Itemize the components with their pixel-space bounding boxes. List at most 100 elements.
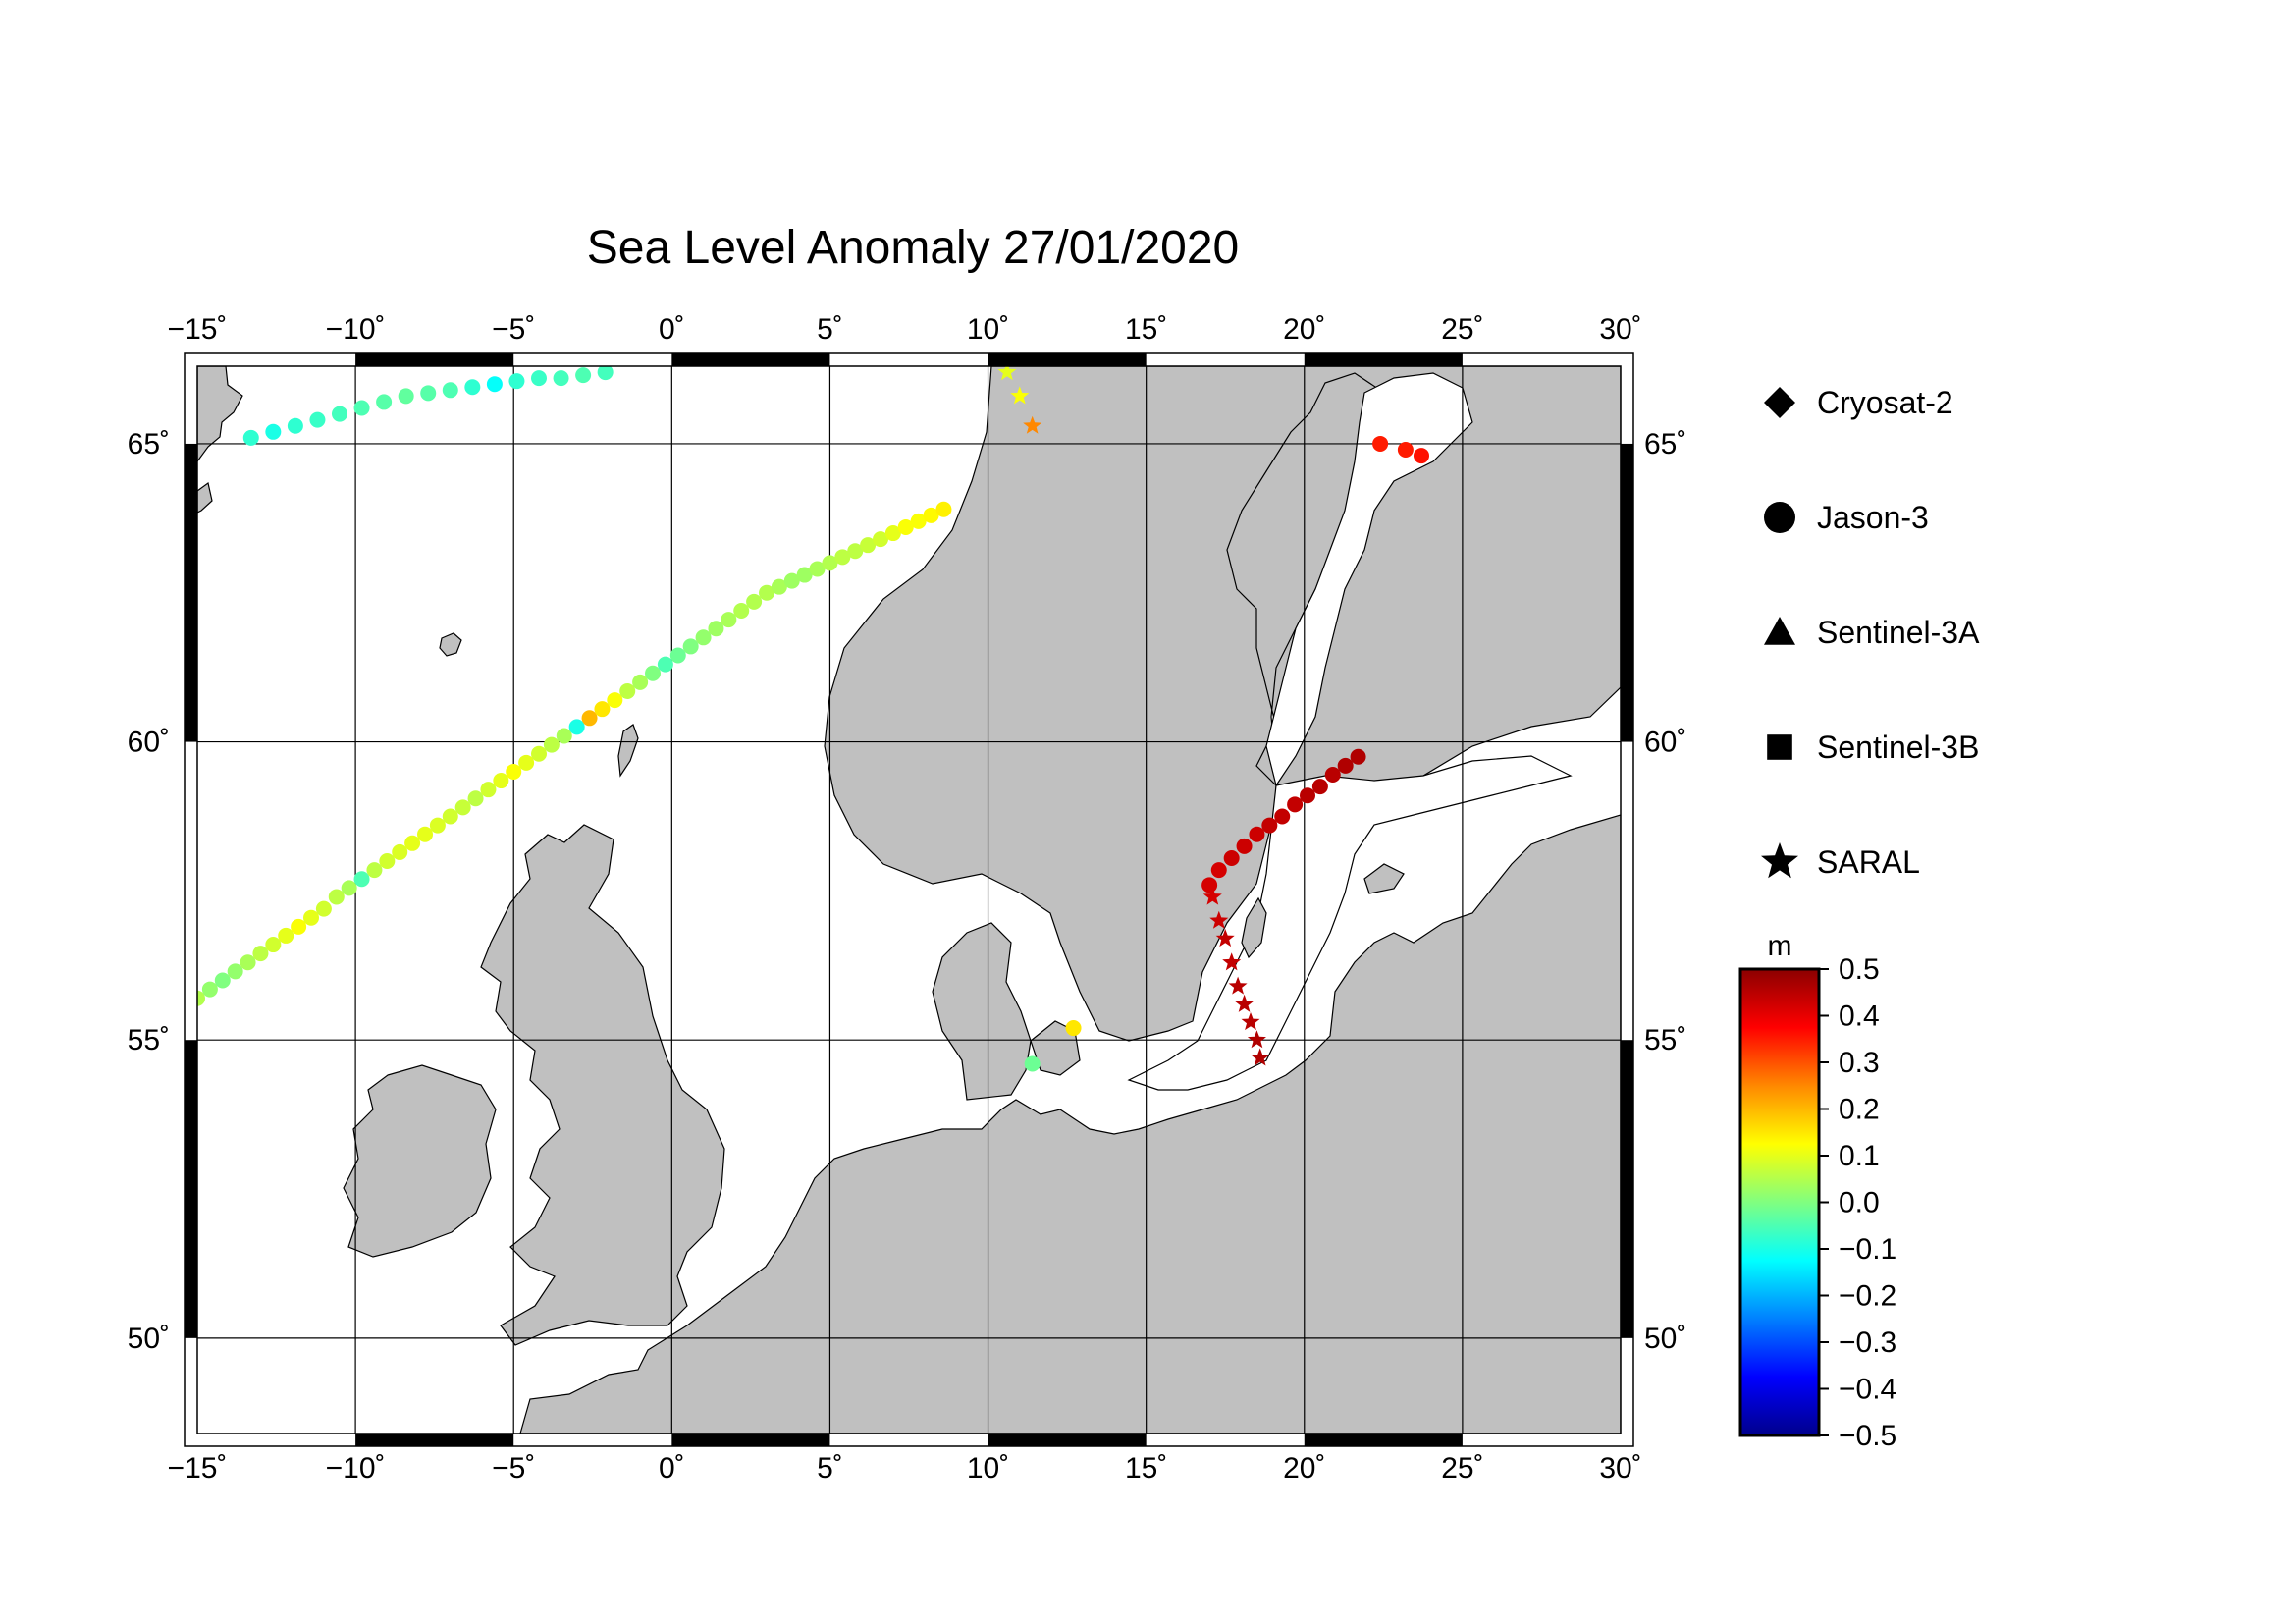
data-point-circle — [252, 946, 269, 962]
data-point-circle — [607, 692, 623, 709]
data-point-circle — [682, 638, 699, 655]
land-gotland — [1241, 896, 1267, 959]
data-point-circle — [417, 826, 433, 842]
legend-item-circle: Jason-3 — [1764, 500, 1929, 535]
data-point-circle — [897, 518, 914, 535]
legend-symbol-star — [1761, 842, 1798, 879]
track-norwegian-sea-north — [242, 366, 614, 446]
data-point-circle — [278, 927, 294, 944]
data-point-circle — [796, 567, 813, 583]
data-point-circle — [910, 513, 927, 529]
land-zealand — [1030, 1020, 1081, 1076]
legend-label: Sentinel-3A — [1817, 615, 1980, 650]
lon-tick-label-bottom: 30˚ — [1599, 1452, 1641, 1485]
lon-tick-label-top: −10˚ — [326, 313, 386, 346]
data-point-circle — [860, 537, 877, 554]
data-point-circle — [556, 728, 572, 744]
lon-tick-label-bottom: 15˚ — [1125, 1452, 1167, 1485]
data-point-circle — [379, 853, 396, 870]
data-point-circle — [398, 388, 414, 405]
data-point-circle — [594, 701, 611, 718]
data-point-circle — [303, 909, 319, 926]
data-point-circle — [657, 656, 673, 673]
lat-tick-label-right: 55˚ — [1644, 1024, 1686, 1056]
data-point-circle — [645, 665, 661, 681]
data-point-circle — [442, 808, 458, 825]
colorbar-tick-label: 0.2 — [1839, 1094, 1880, 1126]
data-point-circle — [531, 745, 547, 762]
colorbar-tick-label: 0.1 — [1839, 1140, 1880, 1172]
data-point-circle — [366, 862, 383, 879]
data-point-circle — [480, 782, 497, 798]
satellite-tracks — [197, 366, 1429, 1072]
data-point-circle — [884, 525, 901, 542]
lon-tick-label-top: 15˚ — [1125, 313, 1167, 346]
track-baltic-proper — [1201, 748, 1366, 893]
data-point-star — [1010, 386, 1030, 405]
lat-tick-label-left: 50˚ — [128, 1323, 170, 1355]
lon-tick-label-bottom: −5˚ — [492, 1452, 535, 1485]
data-point-circle — [442, 382, 458, 399]
data-point-circle — [1337, 757, 1354, 774]
frame-bar-left — [185, 1040, 197, 1338]
data-point-circle — [1065, 1020, 1082, 1037]
data-point-circle — [506, 763, 522, 780]
data-point-circle — [733, 602, 750, 619]
data-point-star — [1235, 994, 1255, 1012]
data-point-circle — [575, 367, 592, 384]
colorbar-unit: m — [1768, 930, 1792, 962]
lat-tick-label-right: 65˚ — [1644, 428, 1686, 460]
data-point-circle — [429, 817, 446, 834]
data-point-circle — [328, 889, 345, 905]
data-point-circle — [847, 543, 864, 560]
land-faroe — [439, 632, 462, 657]
lon-tick-label-top: −15˚ — [168, 313, 228, 346]
lon-tick-label-bottom: 25˚ — [1441, 1452, 1483, 1485]
lon-tick-label-bottom: 0˚ — [659, 1452, 685, 1485]
legend-item-star: SARAL — [1761, 842, 1920, 880]
map-frame — [184, 352, 1634, 1447]
data-point-circle — [376, 394, 393, 410]
data-point-circle — [935, 501, 952, 517]
track-norway-coast — [997, 366, 1042, 434]
data-point-circle — [568, 719, 585, 735]
lat-tick-label-left: 55˚ — [128, 1024, 170, 1056]
data-point-circle — [632, 674, 649, 690]
frame-inner — [196, 365, 1622, 1434]
land-shetland — [617, 724, 639, 778]
legend-symbol-circle — [1764, 502, 1795, 533]
data-point-circle — [1236, 838, 1253, 854]
legend-label: SARAL — [1817, 844, 1920, 880]
sea-gulf-of-bothnia — [1265, 372, 1473, 787]
data-point-star — [1023, 415, 1042, 434]
data-point-circle — [834, 549, 851, 566]
data-point-circle — [809, 561, 826, 577]
land-ireland — [343, 1064, 497, 1258]
legend-item-triangle: Sentinel-3A — [1764, 615, 1980, 650]
frame-bar-bottom — [671, 1434, 830, 1446]
data-point-circle — [265, 423, 282, 440]
data-point-circle — [486, 376, 503, 393]
data-point-circle — [1372, 435, 1389, 452]
colorbar-tick-label: −0.3 — [1839, 1326, 1896, 1359]
data-point-circle — [201, 981, 218, 998]
frame-bar-right — [1621, 443, 1633, 742]
data-point-star — [1228, 976, 1248, 995]
data-point-circle — [242, 429, 259, 446]
data-point-circle — [1210, 862, 1227, 879]
data-point-circle — [543, 736, 560, 753]
colorbar-tick-label: −0.1 — [1839, 1233, 1896, 1266]
data-point-circle — [287, 417, 303, 434]
data-point-circle — [508, 373, 525, 390]
data-point-circle — [531, 370, 547, 387]
colorbar-gradient — [1738, 967, 1821, 1437]
legend: Cryosat-2 Jason-3 Sentinel-3A Sentinel-3B SA… — [1761, 385, 1980, 880]
data-point-circle — [464, 379, 481, 396]
legend-symbol-diamond — [1764, 387, 1795, 418]
lon-tick-label-top: 10˚ — [967, 313, 1009, 346]
data-point-circle — [214, 972, 231, 989]
data-point-circle — [553, 370, 569, 387]
data-point-circle — [1311, 779, 1328, 795]
data-point-circle — [332, 406, 347, 422]
data-point-circle — [1274, 808, 1291, 825]
